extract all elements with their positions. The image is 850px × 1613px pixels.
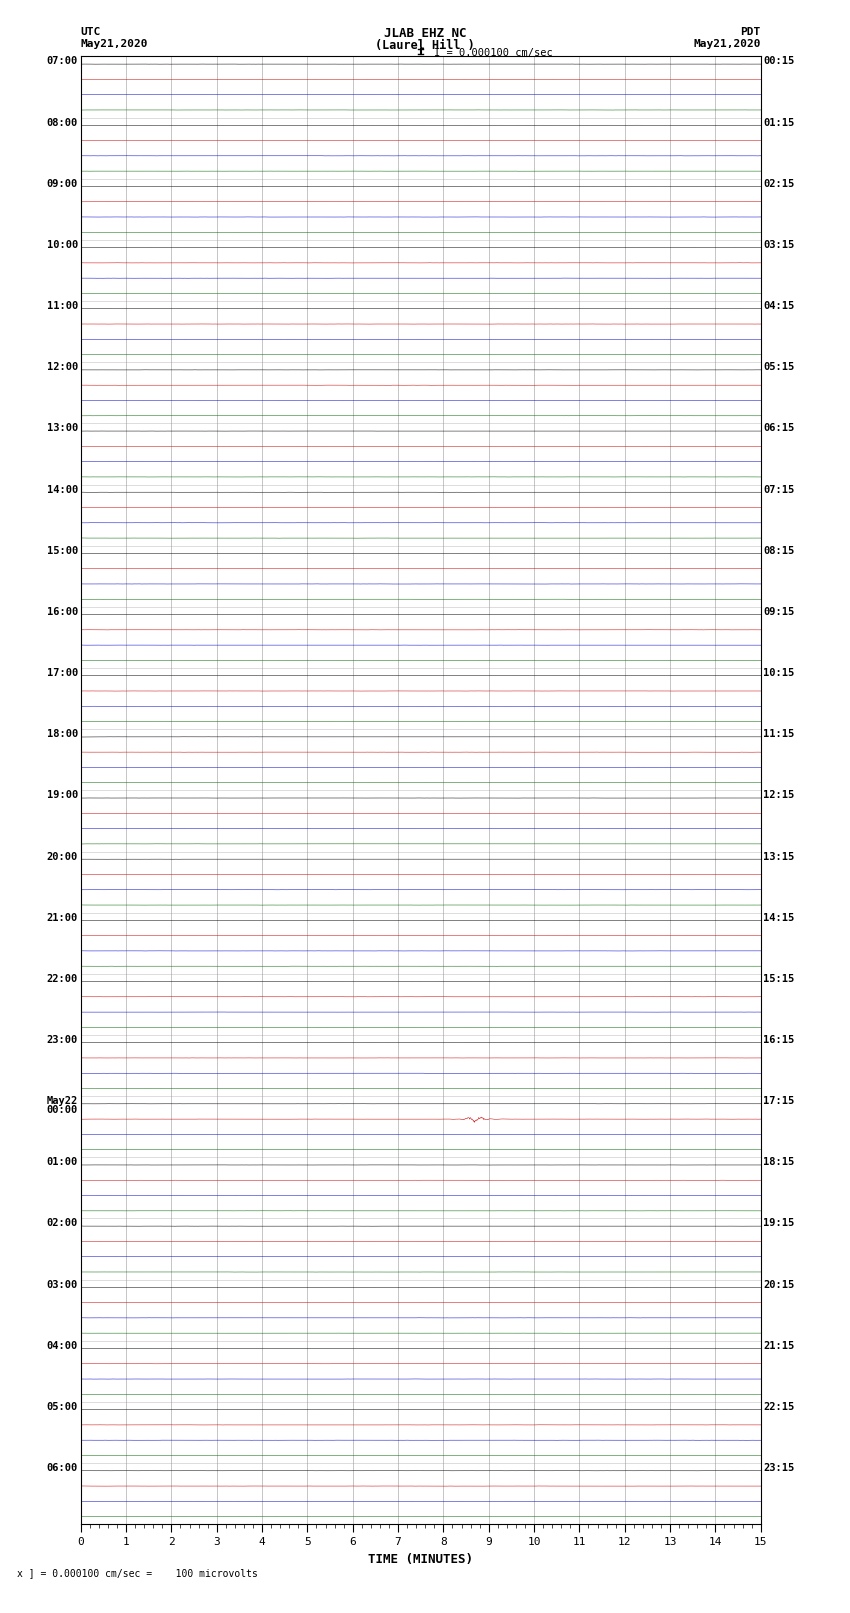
Text: x ] = 0.000100 cm/sec =    100 microvolts: x ] = 0.000100 cm/sec = 100 microvolts xyxy=(17,1568,258,1578)
Text: 08:15: 08:15 xyxy=(763,545,795,556)
Text: 04:00: 04:00 xyxy=(47,1340,78,1350)
Text: 19:00: 19:00 xyxy=(47,790,78,800)
Text: 05:15: 05:15 xyxy=(763,363,795,373)
Text: May22
00:00: May22 00:00 xyxy=(47,1097,78,1115)
Text: (Laurel Hill ): (Laurel Hill ) xyxy=(375,39,475,52)
Text: 20:15: 20:15 xyxy=(763,1279,795,1290)
Text: 09:00: 09:00 xyxy=(47,179,78,189)
Text: 17:15: 17:15 xyxy=(763,1097,795,1107)
Text: 10:15: 10:15 xyxy=(763,668,795,677)
Text: JLAB EHZ NC: JLAB EHZ NC xyxy=(383,27,467,40)
Text: 23:00: 23:00 xyxy=(47,1036,78,1045)
Text: 05:00: 05:00 xyxy=(47,1402,78,1411)
Text: 14:15: 14:15 xyxy=(763,913,795,923)
Text: 09:15: 09:15 xyxy=(763,606,795,616)
Text: 10:00: 10:00 xyxy=(47,240,78,250)
Text: 16:15: 16:15 xyxy=(763,1036,795,1045)
Text: 03:15: 03:15 xyxy=(763,240,795,250)
Text: 22:00: 22:00 xyxy=(47,974,78,984)
Text: 00:15: 00:15 xyxy=(763,56,795,66)
Text: 11:15: 11:15 xyxy=(763,729,795,739)
Text: 15:00: 15:00 xyxy=(47,545,78,556)
Text: PDT: PDT xyxy=(740,27,761,37)
Text: 20:00: 20:00 xyxy=(47,852,78,861)
Text: 11:00: 11:00 xyxy=(47,302,78,311)
Text: 17:00: 17:00 xyxy=(47,668,78,677)
Text: 21:00: 21:00 xyxy=(47,913,78,923)
Text: UTC: UTC xyxy=(81,27,101,37)
Text: 21:15: 21:15 xyxy=(763,1340,795,1350)
Text: 19:15: 19:15 xyxy=(763,1218,795,1229)
Text: 15:15: 15:15 xyxy=(763,974,795,984)
Text: 07:15: 07:15 xyxy=(763,484,795,495)
Text: 01:15: 01:15 xyxy=(763,118,795,127)
Text: 06:00: 06:00 xyxy=(47,1463,78,1473)
Text: 03:00: 03:00 xyxy=(47,1279,78,1290)
Text: May21,2020: May21,2020 xyxy=(81,39,148,48)
Text: 06:15: 06:15 xyxy=(763,424,795,434)
Text: 12:15: 12:15 xyxy=(763,790,795,800)
Text: I = 0.000100 cm/sec: I = 0.000100 cm/sec xyxy=(434,48,552,58)
Text: 23:15: 23:15 xyxy=(763,1463,795,1473)
Text: 04:15: 04:15 xyxy=(763,302,795,311)
Text: 16:00: 16:00 xyxy=(47,606,78,616)
Text: May21,2020: May21,2020 xyxy=(694,39,761,48)
Text: 13:00: 13:00 xyxy=(47,424,78,434)
Text: 02:15: 02:15 xyxy=(763,179,795,189)
Text: 14:00: 14:00 xyxy=(47,484,78,495)
X-axis label: TIME (MINUTES): TIME (MINUTES) xyxy=(368,1553,473,1566)
Text: 08:00: 08:00 xyxy=(47,118,78,127)
Text: 07:00: 07:00 xyxy=(47,56,78,66)
Text: 18:00: 18:00 xyxy=(47,729,78,739)
Text: 02:00: 02:00 xyxy=(47,1218,78,1229)
Text: 01:00: 01:00 xyxy=(47,1158,78,1168)
Text: 22:15: 22:15 xyxy=(763,1402,795,1411)
Text: 13:15: 13:15 xyxy=(763,852,795,861)
Text: 18:15: 18:15 xyxy=(763,1158,795,1168)
Text: 12:00: 12:00 xyxy=(47,363,78,373)
